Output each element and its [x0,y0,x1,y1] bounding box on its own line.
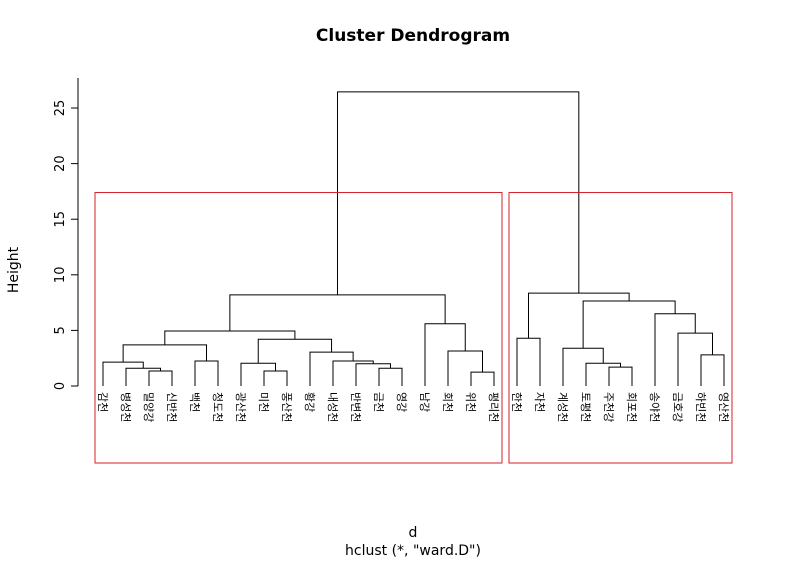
merge-link [654,313,696,386]
leaf-label: 병성천 [119,392,133,422]
leaf-label: 남강 [418,392,431,412]
merge-link [378,367,403,386]
x-axis-label: d [409,525,418,541]
merge-link [336,91,580,295]
merge-link [562,347,604,386]
leaf-label: 회천 [441,392,455,412]
merge-link [148,370,173,386]
merge-link [447,350,483,386]
leaf-label: 백천 [188,392,202,412]
leaf-label: 광산천 [234,392,248,422]
leaf-label: 위천 [464,392,478,412]
leaf-label: 풍산천 [280,392,294,422]
y-tick-label: 20 [53,155,68,172]
subtitle: hclust (*, "ward.D") [345,543,481,559]
chart-title: Cluster Dendrogram [316,26,510,46]
leaf-label: 감천 [96,392,110,412]
leaf-label: 금호강 [671,392,684,422]
merge-link [528,292,630,339]
leaf-label: 평리천 [487,392,501,422]
y-tick-label: 15 [53,211,68,228]
merge-link [585,362,621,386]
leaf-label: 반변천 [349,392,363,422]
merge-link [355,363,391,386]
leaf-label: 계성천 [556,392,570,422]
merge-link [122,344,207,363]
leaf-label: 영강 [395,392,408,412]
merge-link [263,370,288,386]
merge-link [700,354,725,386]
merge-link [194,360,219,386]
leaf-label: 회포천 [625,392,639,422]
merge-link [470,371,495,386]
cluster-rect [94,192,503,464]
leaf-label: 내성천 [326,392,340,422]
leaf-label: 청도천 [211,392,225,422]
merge-link [240,362,276,386]
leaf-label: 주천강 [602,392,616,422]
cluster-rect [508,192,733,464]
merge-link [582,300,676,349]
merge-link [516,337,541,386]
y-tick-label: 10 [53,267,68,284]
leaf-label: 자천 [533,392,547,412]
merge-link [257,338,333,364]
y-axis-label: Height [6,246,22,293]
merge-link [424,323,466,386]
merge-link [309,351,354,386]
leaf-label: 신반천 [165,392,179,422]
leaf-label: 영산천 [717,392,731,422]
leaf-label: 밀양강 [142,392,155,422]
y-tick-label: 5 [53,326,68,334]
merge-link [102,361,144,386]
merge-link [332,360,374,386]
leaf-label: 미천 [257,392,271,412]
leaf-label: 토평천 [579,392,593,422]
leaf-label: 하빈천 [694,392,708,422]
leaf-label: 황강 [303,392,316,412]
merge-link [677,332,713,386]
y-tick-label: 25 [53,100,68,117]
merge-link [164,330,296,345]
merge-link [608,366,633,386]
merge-link [229,294,446,331]
leaf-label: 한천 [510,392,524,412]
leaf-label: 송야천 [648,392,662,422]
y-tick-label: 0 [53,382,68,390]
leaf-label: 금천 [372,392,386,412]
